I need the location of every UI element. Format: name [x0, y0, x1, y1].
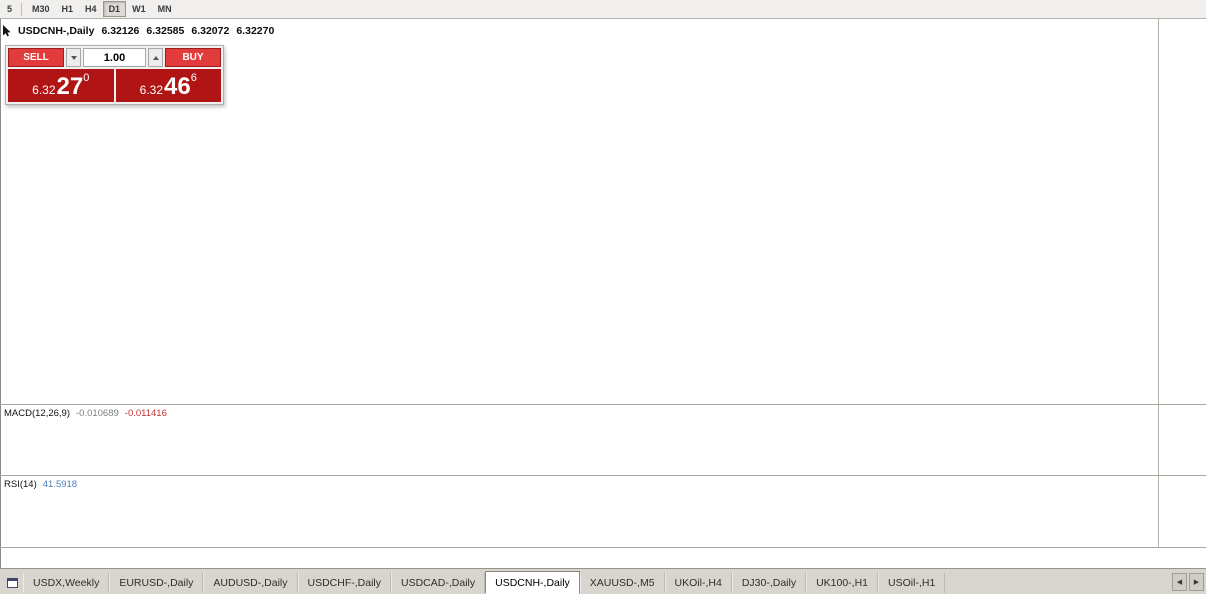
buy-button[interactable]: BUY — [165, 48, 221, 67]
sell-button[interactable]: SELL — [8, 48, 64, 67]
buy-price-prefix: 6.32 — [139, 83, 164, 97]
timeframe-toolbar: 5 M30 H1 H4 D1 W1 MN — [0, 0, 1206, 19]
macd-panel-separator[interactable] — [0, 404, 1206, 405]
buy-price-point: 6 — [190, 72, 197, 84]
ohlc-open-value: 6.32126 — [101, 25, 140, 37]
rsi-label: RSI(14) — [4, 479, 37, 490]
chart-tab-usdx-weekly[interactable]: USDX,Weekly — [23, 573, 110, 593]
ohlc-close-value: 6.32270 — [236, 25, 275, 37]
time-axis-separator — [0, 547, 1206, 548]
trade-prices-row: 6.32 27 0 6.32 46 6 — [8, 69, 221, 102]
chart-tab-uk100-h1[interactable]: UK100-,H1 — [806, 573, 879, 593]
volume-decrease-button[interactable] — [66, 48, 81, 67]
timeframe-button-h1[interactable]: H1 — [61, 4, 74, 14]
chart-window: USDCNH-,Daily 6.32126 6.32585 6.32072 6.… — [0, 19, 1206, 568]
mouse-cursor-icon — [3, 25, 11, 37]
ohlc-high-value: 6.32585 — [146, 25, 185, 37]
chart-tab-usdcnh-daily[interactable]: USDCNH-,Daily — [485, 571, 580, 594]
sell-price-pips: 27 — [56, 73, 84, 100]
triangle-down-icon — [70, 55, 77, 60]
window-icon — [6, 577, 18, 588]
tabs-list: USDX,Weekly EURUSD-,Daily AUDUSD-,Daily USD… — [23, 569, 946, 594]
timeframe-button-mn[interactable]: MN — [157, 4, 172, 14]
chart-windows-icon[interactable] — [2, 572, 22, 593]
chart-tab-audusd-daily[interactable]: AUDUSD-,Daily — [203, 573, 298, 593]
volume-increase-button[interactable] — [148, 48, 163, 67]
buy-price-display[interactable]: 6.32 46 6 — [115, 69, 221, 102]
rsi-indicator-header: RSI(14) 41.5918 — [4, 479, 77, 490]
buy-price-pips: 46 — [164, 73, 191, 100]
price-axis[interactable] — [1159, 19, 1206, 568]
chart-tab-usdchf-daily[interactable]: USDCHF-,Daily — [297, 573, 392, 593]
sell-price-point: 0 — [83, 72, 90, 84]
timeframe-button-m30[interactable]: M30 — [32, 4, 50, 14]
sell-price-display[interactable]: 6.32 27 0 — [8, 69, 114, 102]
macd-signal-value: -0.011416 — [124, 408, 167, 419]
chart-tabs-bar: USDX,Weekly EURUSD-,Daily AUDUSD-,Daily USD… — [0, 568, 1206, 594]
tabs-scroll-buttons: ◀ ▶ — [1172, 573, 1204, 591]
macd-indicator-header: MACD(12,26,9) -0.010689 -0.011416 — [4, 408, 167, 419]
chart-tab-eurusd-daily[interactable]: EURUSD-,Daily — [109, 573, 204, 593]
trade-controls-row: SELL BUY — [8, 48, 221, 67]
chart-tab-usdcad-daily[interactable]: USDCAD-,Daily — [391, 573, 486, 593]
chart-tab-xauusd-m5[interactable]: XAUUSD-,M5 — [579, 573, 665, 593]
rsi-panel-separator[interactable] — [0, 475, 1206, 476]
ohlc-low-value: 6.32072 — [191, 25, 230, 37]
chart-tab-dj30-daily[interactable]: DJ30-,Daily — [731, 573, 807, 593]
chart-tab-ukoil-h4[interactable]: UKOil-,H4 — [664, 573, 732, 593]
timeframe-button-w1[interactable]: W1 — [132, 4, 146, 14]
volume-input[interactable] — [83, 48, 146, 67]
timeframe-button-h4[interactable]: H4 — [85, 4, 97, 14]
timeframe-button-d1[interactable]: D1 — [102, 1, 127, 17]
toolbar-separator — [21, 2, 23, 16]
rsi-value: 41.5918 — [42, 479, 78, 490]
chart-tab-usoil-h1[interactable]: USOil-,H1 — [878, 573, 946, 593]
chart-symbol-label: USDCNH-,Daily — [18, 25, 95, 37]
tabs-scroll-right-button[interactable]: ▶ — [1189, 573, 1204, 591]
timeframe-button-5[interactable]: 5 — [7, 4, 13, 14]
macd-label: MACD(12,26,9) — [4, 408, 70, 419]
chart-left-border — [0, 19, 1, 568]
chart-ohlc-header: USDCNH-,Daily 6.32126 6.32585 6.32072 6.… — [3, 25, 274, 37]
tabs-scroll-left-button[interactable]: ◀ — [1172, 573, 1187, 591]
axis-separator — [1158, 19, 1159, 547]
macd-main-value: -0.010689 — [76, 408, 119, 419]
sell-price-prefix: 6.32 — [32, 83, 56, 97]
triangle-up-icon — [152, 55, 159, 60]
